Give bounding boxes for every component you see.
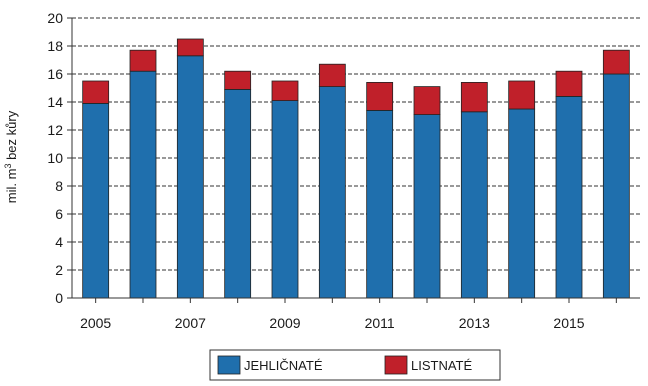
y-tick-label: 16 [47,66,63,82]
bar-segment-listnate-2006 [129,49,157,72]
y-tick-label: 6 [55,206,63,222]
bar-segment-listnate-2013 [460,82,488,113]
bar-segment-jehlicnate-2011 [366,110,394,299]
y-tick-label: 18 [47,38,63,54]
x-tick-labels: 2005 2007 2009 2011 2013 2015 [80,315,585,331]
bar-segment-listnate-2011 [366,82,394,111]
y-tick-label: 8 [55,178,63,194]
y-tick-labels: 0 2 4 6 8 10 12 14 16 18 20 [47,10,63,306]
bar-segment-listnate-2010 [318,63,346,87]
bar-segment-jehlicnate-2016 [602,73,630,299]
y-tick-label: 12 [47,122,63,138]
y-tick-label: 10 [47,150,63,166]
x-tick-label: 2015 [553,315,584,331]
bar-segment-listnate-2012 [413,86,441,115]
y-tick-label: 0 [55,290,63,306]
bar-segment-listnate-2005 [82,80,110,104]
bar-segment-listnate-2015 [555,70,583,97]
bar-segment-jehlicnate-2015 [555,96,583,299]
legend-box [209,349,501,381]
bar-segment-listnate-2008 [224,70,252,90]
bar-segment-jehlicnate-2007 [176,55,204,299]
grid-lines [72,17,640,271]
x-tick-label: 2013 [459,315,490,331]
bar-segment-jehlicnate-2006 [129,70,157,299]
bar-segment-jehlicnate-2005 [82,103,110,299]
legend-label-listnate: LISTNATÉ [411,358,472,373]
bar-segment-jehlicnate-2008 [224,89,252,299]
bar-segment-jehlicnate-2013 [460,111,488,299]
y-axis-label: mil. m3 bez kůry [3,110,19,203]
axes-group [67,17,640,303]
bar-segment-jehlicnate-2010 [318,86,346,299]
bar-segment-jehlicnate-2014 [508,108,536,299]
legend: JEHLIČNATÉ LISTNATÉ [209,349,501,381]
bar-segment-listnate-2014 [508,80,536,110]
bars-group [82,38,630,299]
bar-segment-jehlicnate-2012 [413,114,441,299]
x-tick-label: 2007 [175,315,206,331]
y-tick-label: 4 [55,234,63,250]
x-tick-label: 2009 [269,315,300,331]
x-tick-label: 2011 [365,315,395,331]
bar-segment-jehlicnate-2009 [271,100,299,299]
legend-swatch-listnate [384,355,408,375]
y-tick-label: 20 [47,10,63,26]
y-tick-label: 2 [55,262,63,278]
x-tick-label: 2005 [80,315,111,331]
legend-label-jehlicnate: JEHLIČNATÉ [244,358,323,373]
bar-segment-listnate-2007 [176,38,204,57]
bar-segment-listnate-2016 [602,49,630,75]
legend-swatch-jehlicnate [217,355,241,375]
y-tick-label: 14 [47,94,63,110]
bar-segment-listnate-2009 [271,80,299,102]
